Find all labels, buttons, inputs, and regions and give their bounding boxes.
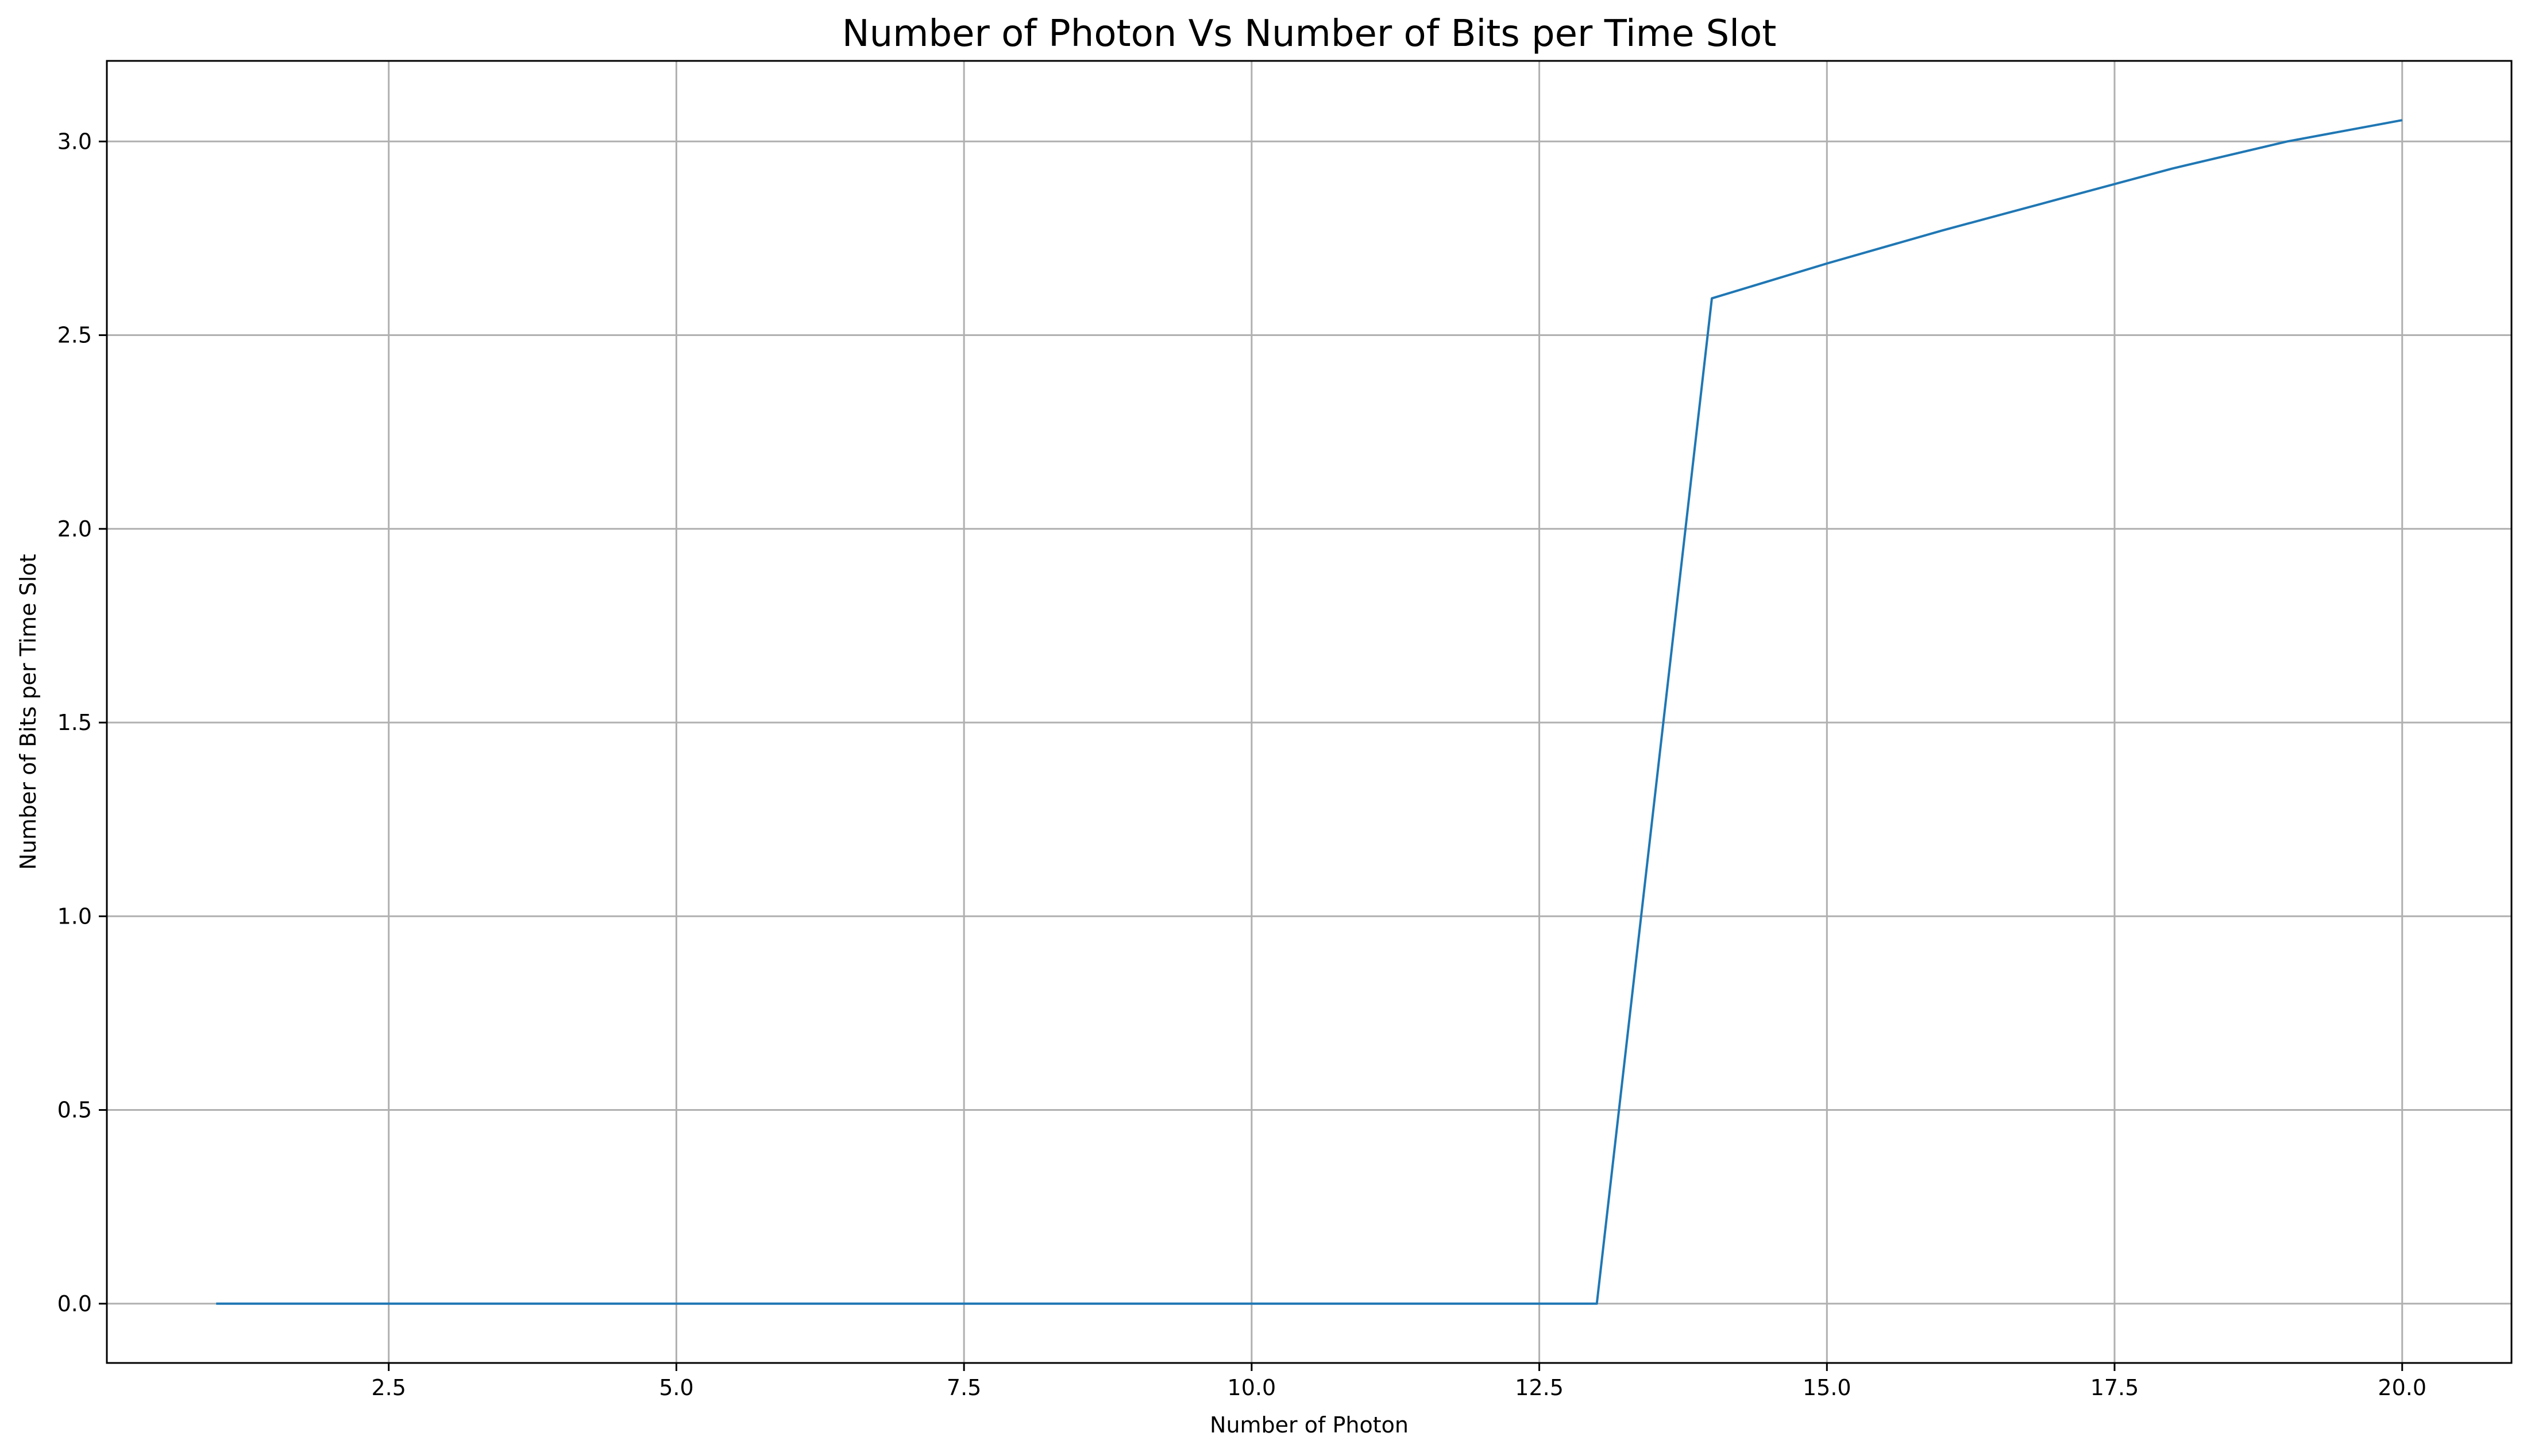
x-tick-label: 17.5 — [2090, 1375, 2139, 1400]
y-axis-label: Number of Bits per Time Slot — [16, 554, 41, 870]
y-tick-label: 0.0 — [57, 1291, 92, 1316]
x-tick-label: 5.0 — [659, 1375, 693, 1400]
x-axis-label: Number of Photon — [1210, 1412, 1409, 1438]
chart-title: Number of Photon Vs Number of Bits per T… — [842, 13, 1777, 55]
x-tick-label: 15.0 — [1803, 1375, 1851, 1400]
y-tick-label: 2.5 — [57, 323, 92, 348]
x-tick-label: 12.5 — [1515, 1375, 1564, 1400]
y-tick-label: 2.0 — [57, 516, 92, 542]
x-tick-label: 2.5 — [371, 1375, 406, 1400]
y-tick-label: 1.5 — [57, 710, 92, 735]
x-tick-label: 7.5 — [947, 1375, 981, 1400]
y-tick-label: 0.5 — [57, 1098, 92, 1123]
x-tick-label: 20.0 — [2378, 1375, 2426, 1400]
y-tick-label: 3.0 — [57, 129, 92, 154]
x-tick-label: 10.0 — [1228, 1375, 1276, 1400]
y-tick-label: 1.0 — [57, 903, 92, 929]
